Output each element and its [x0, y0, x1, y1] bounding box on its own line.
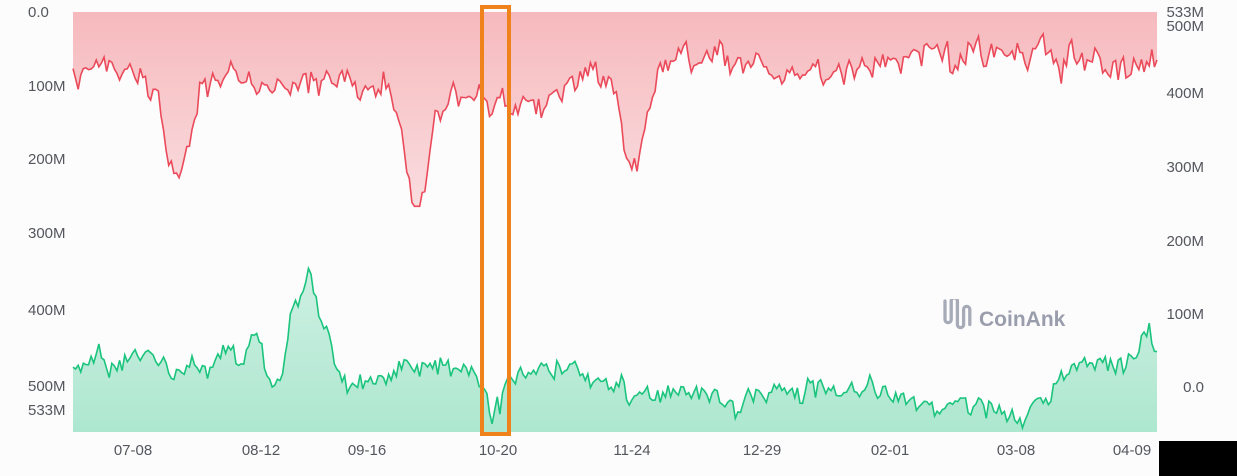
svg-text:CoinAnk: CoinAnk: [979, 308, 1066, 331]
